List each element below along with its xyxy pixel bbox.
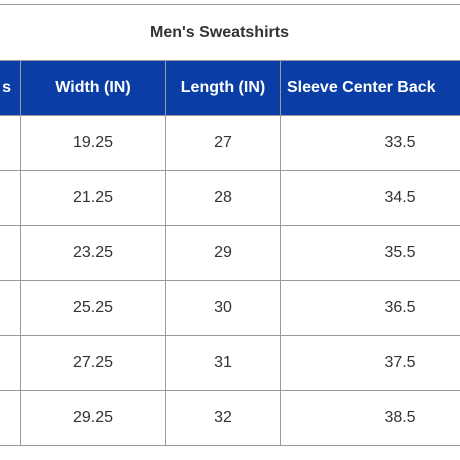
size-cell bbox=[0, 225, 21, 281]
table-cell: 35.5 bbox=[279, 225, 460, 281]
table-cell: 28 bbox=[165, 170, 281, 226]
table-title: Men's Sweatshirts bbox=[0, 4, 460, 61]
column-header: Width (IN) bbox=[20, 60, 166, 116]
table-cell: 23.25 bbox=[20, 225, 166, 281]
table-cell: 38.5 bbox=[279, 390, 460, 446]
size-cell bbox=[0, 390, 21, 446]
table-cell: 34.5 bbox=[279, 170, 460, 226]
column-header: Length (IN) bbox=[165, 60, 281, 116]
size-table: Men's Sweatshirts s Width (IN) Length (IN)… bbox=[0, 4, 460, 446]
table-cell: 29 bbox=[165, 225, 281, 281]
size-cell bbox=[0, 335, 21, 391]
size-cell bbox=[0, 280, 21, 336]
table-cell: 31 bbox=[165, 335, 281, 391]
column-header: s bbox=[0, 60, 21, 116]
size-cell bbox=[0, 170, 21, 226]
table-cell: 29.25 bbox=[20, 390, 166, 446]
table-cell: 27.25 bbox=[20, 335, 166, 391]
table-cell: 33.5 bbox=[279, 115, 460, 171]
table-cell: 27 bbox=[165, 115, 281, 171]
table-cell: 36.5 bbox=[279, 280, 460, 336]
table-body: 19.25 27 33.5 21.25 28 34.5 23.25 29 35.5 25.25 30… bbox=[0, 115, 460, 446]
table-row: 29.25 32 38.5 bbox=[0, 390, 460, 446]
table-row: 19.25 27 33.5 bbox=[0, 115, 460, 171]
header-row: s Width (IN) Length (IN) Sleeve Center Back bbox=[0, 60, 460, 116]
table-cell: 21.25 bbox=[20, 170, 166, 226]
table-cell: 19.25 bbox=[20, 115, 166, 171]
table-row: 25.25 30 36.5 bbox=[0, 280, 460, 336]
table-row: 23.25 29 35.5 bbox=[0, 225, 460, 281]
table-row: 21.25 28 34.5 bbox=[0, 170, 460, 226]
size-cell bbox=[0, 115, 21, 171]
table-cell: 32 bbox=[165, 390, 281, 446]
table-cell: 37.5 bbox=[279, 335, 460, 391]
table-cell: 25.25 bbox=[20, 280, 166, 336]
table-row: 27.25 31 37.5 bbox=[0, 335, 460, 391]
column-header: Sleeve Center Back bbox=[279, 60, 460, 116]
table-cell: 30 bbox=[165, 280, 281, 336]
